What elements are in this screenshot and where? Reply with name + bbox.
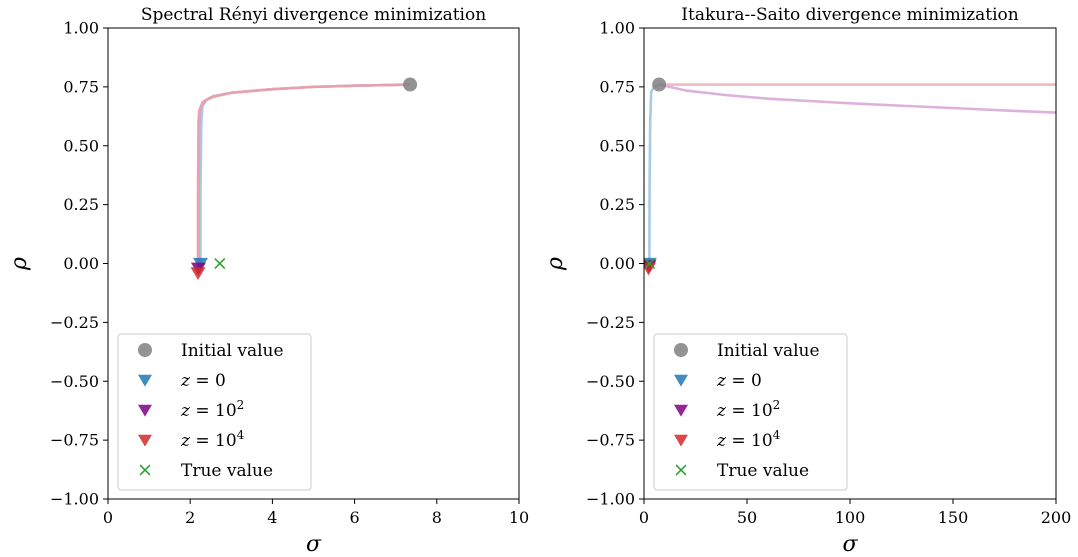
x-tick-label: 0 bbox=[639, 508, 649, 527]
legend-marker-5 bbox=[675, 464, 687, 476]
legend-marker-3 bbox=[138, 404, 152, 417]
legend-math-value: = 10 bbox=[726, 401, 773, 421]
y-tick-label: −1.00 bbox=[586, 490, 635, 509]
y-tick-label: 0.75 bbox=[599, 77, 635, 96]
axes-frame bbox=[643, 27, 1057, 500]
series-path-2 bbox=[197, 83, 411, 269]
legend-marker-2 bbox=[674, 374, 688, 387]
axes-frame bbox=[107, 27, 520, 500]
initial-value-marker bbox=[652, 77, 667, 92]
legend-math-exponent: 4 bbox=[773, 428, 781, 442]
legend-marker-3 bbox=[674, 404, 688, 417]
chart-title: Itakura--Saito divergence minimization bbox=[681, 5, 1018, 25]
legend-label-3: z = 102 bbox=[716, 398, 780, 421]
legend-marker-2 bbox=[138, 374, 152, 387]
y-tick-label: 0.50 bbox=[63, 136, 99, 155]
y-tick-label: 0.00 bbox=[63, 254, 99, 273]
legend-marker-5 bbox=[139, 464, 151, 476]
y-axis-label: ρ bbox=[543, 257, 568, 271]
initial-value-marker bbox=[403, 77, 418, 92]
x-axis-label: σ bbox=[306, 532, 322, 557]
legend-math-var: z bbox=[716, 431, 727, 451]
y-tick-label: −0.25 bbox=[586, 313, 635, 332]
legend-marker-5-stroke-b bbox=[675, 464, 687, 476]
final-marker-3 bbox=[190, 267, 206, 281]
y-tick-label: −0.75 bbox=[586, 431, 635, 450]
x-tick-label: 200 bbox=[1041, 508, 1072, 527]
true-value-marker-stroke-b bbox=[644, 258, 656, 269]
legend-math-value: = 10 bbox=[190, 431, 237, 451]
chart-panel-1: Spectral Rényi divergence minimization 1.… bbox=[7, 5, 529, 557]
legend-box bbox=[653, 333, 848, 491]
legend-marker-1 bbox=[138, 343, 152, 357]
true-value-marker bbox=[214, 258, 226, 269]
series-path-1 bbox=[648, 83, 660, 264]
legend-label-5: True value bbox=[181, 461, 273, 481]
legend-math-var: z bbox=[716, 371, 727, 391]
true-value-marker-stroke-b bbox=[214, 258, 226, 269]
legend-marker-5-stroke-b bbox=[139, 464, 151, 476]
legend-math-var: z bbox=[716, 401, 727, 421]
y-tick-label: 0.25 bbox=[599, 195, 635, 214]
legend-math-exponent: 4 bbox=[237, 428, 245, 442]
x-tick-label: 8 bbox=[432, 508, 442, 527]
legend-label-1: Initial value bbox=[181, 341, 284, 361]
y-axis-label: ρ bbox=[7, 257, 32, 271]
legend-label-4: z = 104 bbox=[180, 428, 245, 451]
y-tick-label: −0.50 bbox=[50, 372, 99, 391]
chart-title: Spectral Rényi divergence minimization bbox=[141, 5, 486, 25]
plot-data bbox=[644, 77, 1056, 276]
series-path-3 bbox=[196, 83, 411, 273]
x-tick-label: 150 bbox=[938, 508, 969, 527]
chart-panel-2: Itakura--Saito divergence minimization 1.… bbox=[543, 5, 1071, 557]
legend-label-5: True value bbox=[717, 461, 809, 481]
y-tick-label: 0.75 bbox=[63, 77, 99, 96]
legend-marker-4 bbox=[674, 434, 688, 447]
legend-label-1: Initial value bbox=[717, 341, 820, 361]
x-tick-label: 0 bbox=[103, 508, 113, 527]
y-tick-label: −0.75 bbox=[50, 431, 99, 450]
x-tick-label: 10 bbox=[509, 508, 529, 527]
legend-math-value: = 0 bbox=[726, 371, 762, 391]
true-value-marker bbox=[644, 258, 656, 269]
y-tick-label: 0.25 bbox=[63, 195, 99, 214]
legend-math-exponent: 2 bbox=[237, 398, 245, 412]
series-path-2 bbox=[658, 83, 1056, 114]
x-tick-label: 6 bbox=[350, 508, 360, 527]
plot-data bbox=[190, 77, 418, 281]
y-tick-label: 0.00 bbox=[599, 254, 635, 273]
legend-marker-1 bbox=[674, 343, 688, 357]
y-tick-label: −0.50 bbox=[586, 372, 635, 391]
legend-label-4: z = 104 bbox=[716, 428, 781, 451]
legend-marker-4 bbox=[138, 434, 152, 447]
series-path-1 bbox=[199, 83, 411, 264]
legend-label-3: z = 102 bbox=[180, 398, 244, 421]
y-tick-label: −0.25 bbox=[50, 313, 99, 332]
y-tick-label: −1.00 bbox=[50, 490, 99, 509]
legend-math-var: z bbox=[180, 371, 191, 391]
legend-label-2: z = 0 bbox=[180, 371, 226, 391]
legend-math-exponent: 2 bbox=[773, 398, 781, 412]
legend-label-2: z = 0 bbox=[716, 371, 762, 391]
x-tick-label: 50 bbox=[737, 508, 757, 527]
x-axis-label: σ bbox=[842, 532, 858, 557]
legend-math-value: = 10 bbox=[190, 401, 237, 421]
legend-math-value: = 10 bbox=[726, 431, 773, 451]
x-tick-label: 2 bbox=[185, 508, 195, 527]
legend-math-var: z bbox=[180, 431, 191, 451]
x-tick-label: 4 bbox=[267, 508, 277, 527]
x-tick-label: 100 bbox=[835, 508, 866, 527]
y-tick-label: 1.00 bbox=[63, 19, 99, 38]
y-tick-label: 0.50 bbox=[599, 136, 635, 155]
y-tick-label: 1.00 bbox=[599, 19, 635, 38]
legend-box bbox=[117, 333, 312, 491]
legend-math-var: z bbox=[180, 401, 191, 421]
legend-math-value: = 0 bbox=[190, 371, 226, 391]
